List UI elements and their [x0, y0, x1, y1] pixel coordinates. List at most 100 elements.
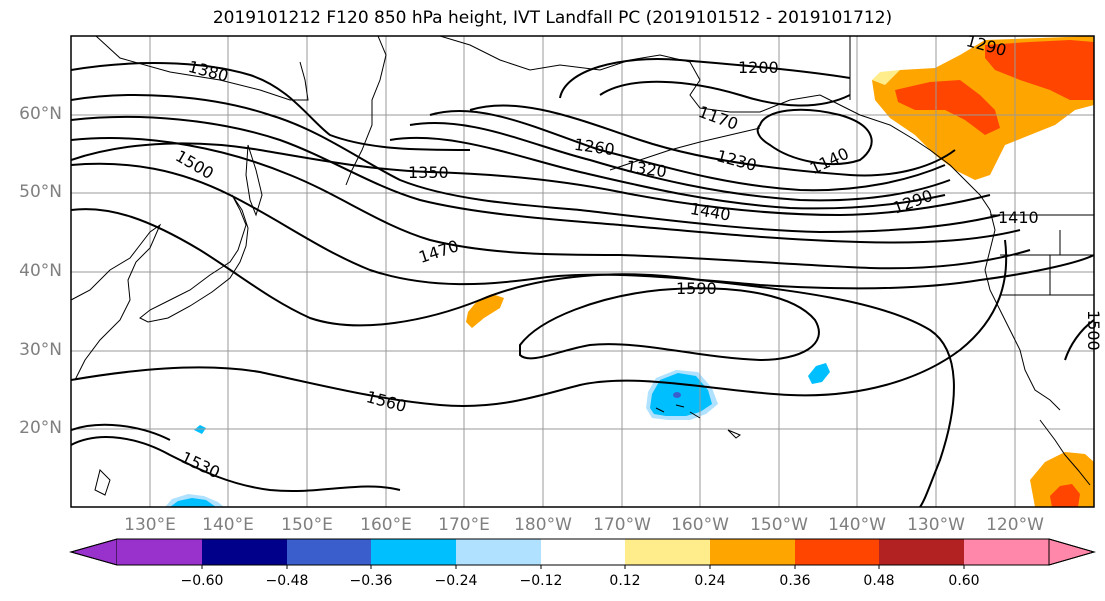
map-frame [70, 35, 1095, 508]
lon-label-120w: 120°W [986, 515, 1044, 535]
contour-1380 [71, 62, 471, 151]
contour-1170 [599, 80, 851, 107]
colorbar-extend-right [1048, 538, 1096, 566]
colorbar-tick-label: 0.24 [694, 573, 726, 589]
coastline-kamchatka [345, 36, 387, 186]
contour-label-1290-e: 1290 [890, 186, 935, 218]
contour-1560-south [71, 423, 171, 441]
contour-1320 [389, 136, 946, 210]
colorbar [69, 538, 1096, 569]
contour-label-1260: 1260 [573, 135, 616, 159]
lat-label-60n: 60°N [19, 104, 62, 124]
ivt-positive-blob-170e [466, 294, 504, 328]
lon-label-130w: 130°W [907, 515, 965, 535]
contour-1470 [71, 137, 1031, 270]
colorbar-bin-5 [456, 539, 541, 565]
coastline-japan [139, 194, 249, 323]
contour-1410 [71, 94, 1001, 234]
contour-1290 [409, 122, 951, 202]
coastline-sakhalin [245, 144, 263, 217]
lon-label-140w: 140°W [828, 515, 886, 535]
lon-label-140e: 140°E [202, 515, 254, 535]
colorbar-bin-10 [879, 539, 964, 565]
colorbar-bin-8 [710, 539, 795, 565]
contour-1440 [71, 115, 1021, 244]
contour-label-1230: 1230 [714, 146, 758, 175]
map-title: 2019101212 F120 850 hPa height, IVT Land… [212, 8, 893, 28]
ivt-negative-hawaii-core [673, 392, 681, 398]
contour-1530 [71, 208, 955, 507]
coastlines [71, 36, 1094, 496]
contour-1140 [756, 108, 873, 166]
contour-label-1440: 1440 [689, 199, 732, 225]
contour-label-1470: 1470 [416, 236, 461, 267]
contour-label-1530: 1530 [178, 448, 223, 482]
height-contours [71, 58, 1094, 507]
coastline-canada-west [829, 99, 1061, 411]
colorbar-tick-label: −0.36 [349, 573, 393, 589]
colorbar-bin-9 [795, 539, 879, 565]
contour-1260 [429, 110, 946, 192]
ivt-shading [165, 36, 1094, 507]
lon-label-180w: 180°W [514, 515, 572, 535]
colorbar-tick-label: 0.36 [779, 573, 811, 589]
colorbar-tick-label: −0.48 [265, 573, 309, 589]
border-states [1000, 230, 1094, 296]
contour-1500-east [1064, 319, 1094, 361]
lon-label-150e: 150°E [281, 515, 333, 535]
colorbar-extend-left [69, 538, 118, 566]
colorbar-tick-label: 0.60 [948, 573, 980, 589]
colorbar-outline [69, 538, 1096, 566]
ivt-positive-blob-baja-red [1050, 484, 1080, 507]
colorbar-bin-3 [287, 539, 371, 565]
contour-1230 [469, 104, 956, 177]
contour-label-1590: 1590 [676, 279, 717, 298]
colorbar-tick-label: −0.60 [180, 573, 224, 589]
colorbar-tick-marks [201, 565, 965, 569]
coastline-alaska [439, 36, 831, 113]
colorbar-bin-1 [117, 539, 202, 565]
colorbar-bin-7 [625, 539, 710, 565]
contour-label-1350: 1350 [408, 163, 449, 182]
colorbar-bin-4 [371, 539, 456, 565]
ivt-positive-edge-yellow [872, 70, 900, 85]
contour-1560 [71, 239, 1008, 407]
ivt-positive-region-red-2 [985, 40, 1094, 100]
colorbar-tick-label: −0.24 [434, 573, 478, 589]
colorbar-tick-label: 0.48 [863, 573, 895, 589]
contour-label-1200: 1200 [738, 58, 779, 77]
colorbar-tick-label: 0.12 [609, 573, 641, 589]
contour-1590 [519, 287, 820, 362]
lon-label-160w: 160°W [671, 515, 729, 535]
colorbar-bin-11 [964, 539, 1049, 565]
colorbar-bin-6 [541, 539, 625, 565]
contour-label-1500-w: 1500 [172, 146, 217, 183]
coastline-taiwan-philippines [94, 469, 111, 496]
lat-label-40n: 40°N [19, 261, 62, 281]
lon-label-160e: 160°E [360, 515, 412, 535]
colorbar-bin-2 [202, 539, 287, 565]
contour-1530-south [71, 436, 401, 493]
lon-label-130e: 130°E [124, 515, 176, 535]
lon-label-150w: 150°W [750, 515, 808, 535]
contour-label-1380: 1380 [186, 57, 230, 86]
coastline-korea-china [71, 223, 162, 381]
ivt-negative-blob-south-core [170, 498, 216, 507]
contour-label-1170: 1170 [696, 102, 741, 134]
ivt-negative-blob-east [808, 363, 830, 384]
lat-label-20n: 20°N [19, 418, 62, 438]
lon-label-170w: 170°W [593, 515, 651, 535]
border-us-canada [849, 36, 1094, 216]
contour-1350 [71, 142, 991, 217]
contour-1200 [559, 58, 851, 99]
contour-label-1320: 1320 [625, 157, 668, 181]
lat-label-50n: 50°N [19, 182, 62, 202]
ivt-positive-region-red [895, 80, 1000, 135]
contour-label-1410: 1410 [998, 208, 1039, 227]
contour-1500 [71, 162, 1094, 290]
coastline-hawaii [655, 404, 741, 439]
lon-label-170e: 170°E [438, 515, 490, 535]
coastline-aleutians [609, 127, 761, 171]
lat-label-30n: 30°N [19, 340, 62, 360]
